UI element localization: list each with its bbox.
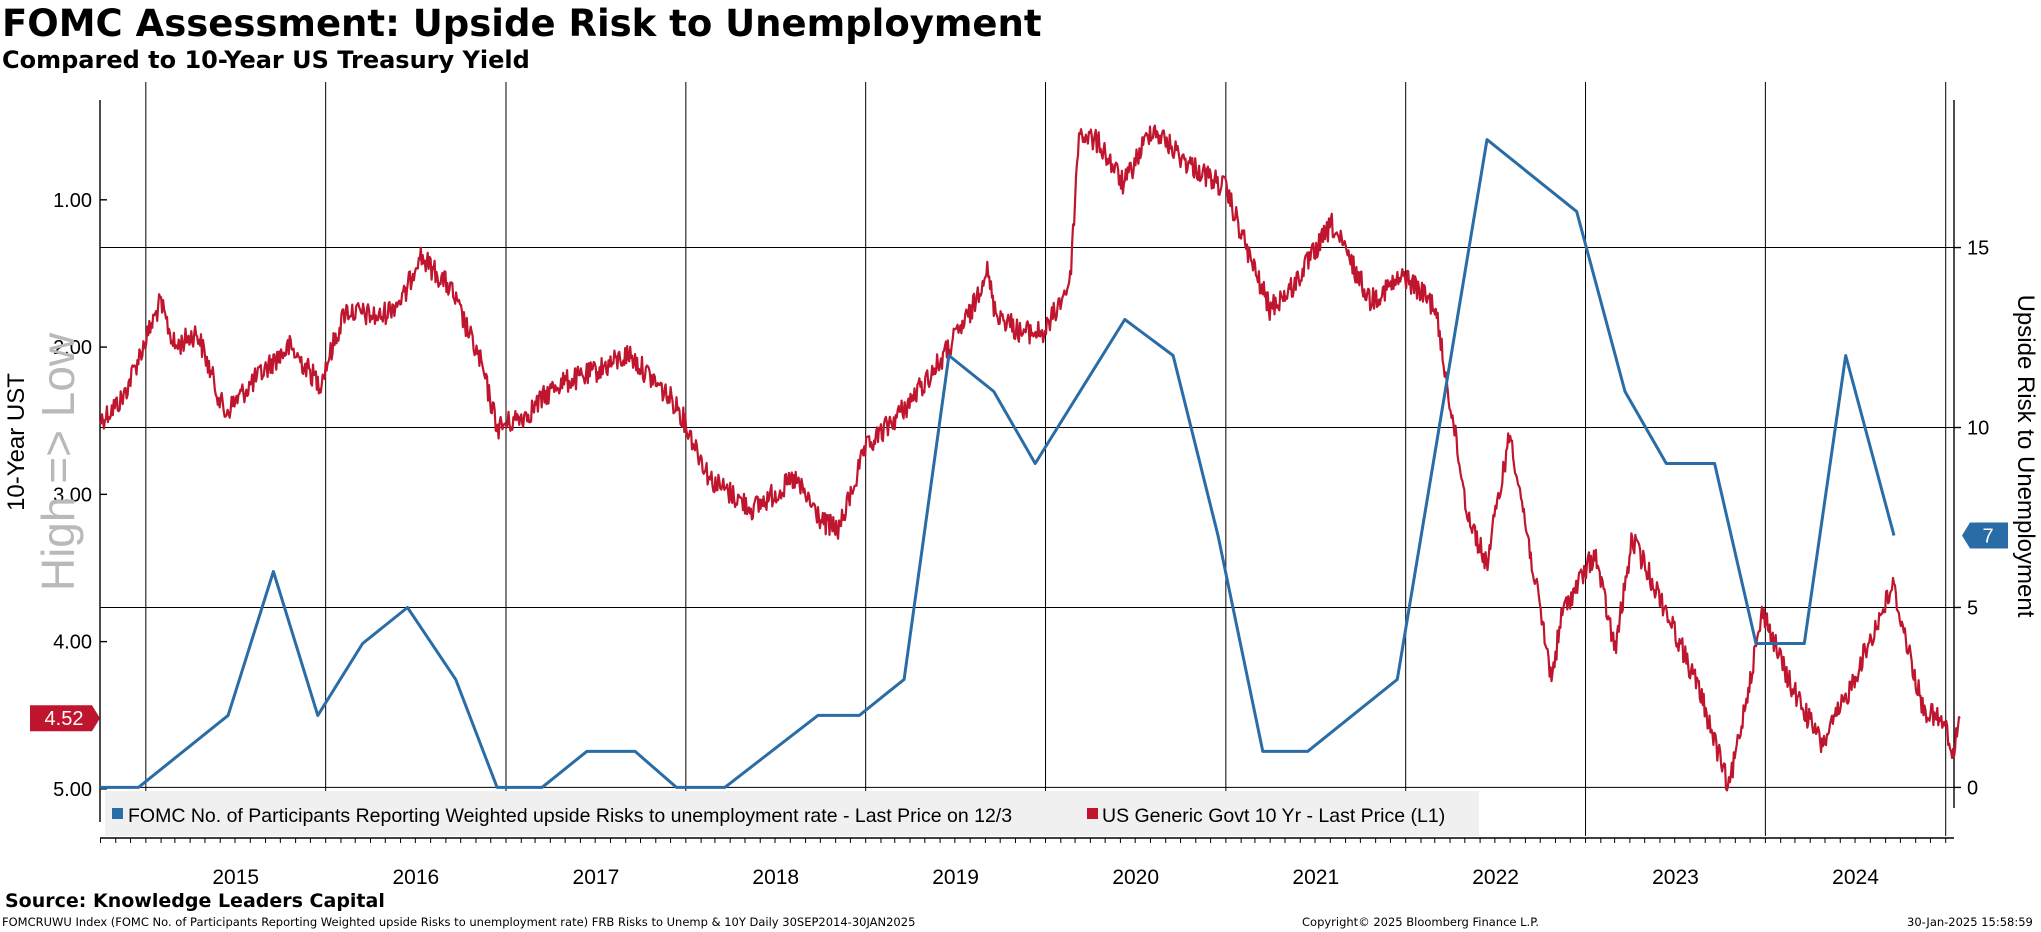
x-tick-label: 2024 — [1832, 866, 1879, 889]
ust-flag-shape — [30, 705, 100, 732]
axis-labels: 2015 2016 2017 2018 2019 2020 2021 2022 2023 2024… — [3, 190, 2039, 889]
fomc-risk-line — [100, 138, 1896, 789]
ust-flag-label: 4.52 — [45, 708, 84, 730]
fomc-flag-shape — [1962, 522, 2008, 549]
x-tick-label: 2019 — [932, 866, 979, 889]
left-tick-label: 2.00 — [53, 337, 92, 359]
axes — [99, 100, 1961, 843]
ust-last-value-flag: 4.52 — [30, 705, 100, 732]
chart-title: FOMC Assessment: Upside Risk to Unemploy… — [2, 2, 1042, 45]
legend-label-fomc: FOMC No. of Participants Reporting Weigh… — [128, 805, 1012, 827]
index-description: FOMCRUWU Index (FOMC No. of Participants… — [2, 915, 916, 929]
legend-box — [105, 791, 1479, 836]
legend-swatch-fomc — [112, 808, 123, 819]
x-tick-label: 2017 — [573, 866, 620, 889]
fomc-last-value-flag: 7 — [1962, 522, 2008, 549]
timestamp: 30-Jan-2025 15:58:59 — [1907, 915, 2033, 929]
legend-label-ust: US Generic Govt 10 Yr - Last Price (L1) — [1102, 805, 1445, 827]
x-tick-label: 2020 — [1112, 866, 1159, 889]
fomc-flag-label: 7 — [1982, 525, 1993, 547]
right-tick-label: 5 — [1967, 597, 1978, 619]
left-tick-label: 3.00 — [53, 484, 92, 506]
x-tick-label: 2016 — [392, 866, 439, 889]
chart-subtitle: Compared to 10-Year US Treasury Yield — [2, 46, 530, 74]
x-tick-label: 2018 — [752, 866, 799, 889]
x-tick-label: 2021 — [1292, 866, 1339, 889]
copyright: Copyright© 2025 Bloomberg Finance L.P. — [1302, 915, 1539, 929]
series-lines — [98, 124, 1961, 792]
source-note: Source: Knowledge Leaders Capital — [5, 890, 385, 912]
right-tick-label: 0 — [1967, 777, 1978, 799]
x-tick-label: 2015 — [212, 866, 259, 889]
right-axis-title: Upside Risk to Unemployment — [2012, 295, 2039, 618]
left-axis-title: 10-Year UST — [3, 373, 30, 511]
legend-swatch-ust — [1087, 808, 1098, 819]
gridlines — [100, 82, 1954, 836]
ust-10y-line — [98, 124, 1961, 792]
x-tick-label: 2022 — [1472, 866, 1519, 889]
left-tick-label: 5.00 — [53, 779, 92, 801]
right-tick-label: 10 — [1967, 418, 1989, 440]
right-tick-label: 15 — [1967, 238, 1989, 260]
left-tick-label: 4.00 — [53, 632, 92, 654]
left-axis-annotation: High => Low — [32, 332, 84, 591]
legend: FOMC No. of Participants Reporting Weigh… — [105, 791, 1479, 836]
left-tick-label: 1.00 — [53, 190, 92, 212]
x-tick-label: 2023 — [1652, 866, 1699, 889]
